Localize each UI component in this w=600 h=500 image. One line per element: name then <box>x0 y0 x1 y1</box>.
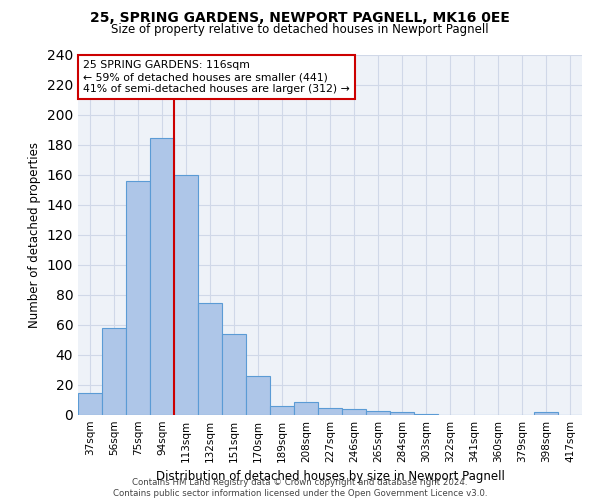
Bar <box>270 406 294 415</box>
Bar <box>294 402 318 415</box>
Bar <box>534 412 558 415</box>
Bar <box>414 414 438 415</box>
Bar <box>366 410 390 415</box>
Text: 25, SPRING GARDENS, NEWPORT PAGNELL, MK16 0EE: 25, SPRING GARDENS, NEWPORT PAGNELL, MK1… <box>90 11 510 25</box>
Text: Contains HM Land Registry data © Crown copyright and database right 2024.
Contai: Contains HM Land Registry data © Crown c… <box>113 478 487 498</box>
Text: Size of property relative to detached houses in Newport Pagnell: Size of property relative to detached ho… <box>111 24 489 36</box>
Bar <box>390 412 414 415</box>
Text: 25 SPRING GARDENS: 116sqm
← 59% of detached houses are smaller (441)
41% of semi: 25 SPRING GARDENS: 116sqm ← 59% of detac… <box>83 60 350 94</box>
Bar <box>222 334 246 415</box>
Bar <box>150 138 174 415</box>
Bar <box>102 328 126 415</box>
Bar <box>342 409 366 415</box>
Bar <box>246 376 270 415</box>
X-axis label: Distribution of detached houses by size in Newport Pagnell: Distribution of detached houses by size … <box>155 470 505 484</box>
Bar <box>198 302 222 415</box>
Bar <box>318 408 342 415</box>
Bar <box>126 181 150 415</box>
Bar <box>78 392 102 415</box>
Y-axis label: Number of detached properties: Number of detached properties <box>28 142 41 328</box>
Bar <box>174 175 198 415</box>
